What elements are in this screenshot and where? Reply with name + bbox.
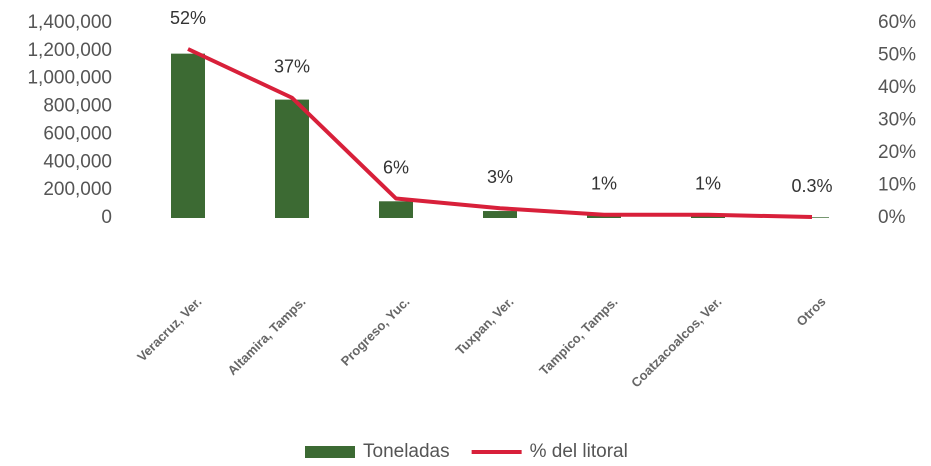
y2-tick-label: 50% bbox=[878, 45, 916, 66]
x-tick-label: Progreso, Yuc. bbox=[338, 294, 413, 369]
y-tick-label: 400,000 bbox=[43, 151, 112, 172]
y2-tick-label: 60% bbox=[878, 12, 916, 33]
y-tick-label: 1,400,000 bbox=[27, 12, 112, 33]
y-tick-label: 600,000 bbox=[43, 123, 112, 144]
data-label: 6% bbox=[383, 157, 409, 177]
data-label: 0.3% bbox=[791, 176, 832, 196]
y2-tick-label: 30% bbox=[878, 110, 916, 131]
x-tick-label: Veracruz, Ver. bbox=[134, 294, 204, 364]
bar bbox=[483, 211, 517, 218]
data-label: 3% bbox=[487, 167, 513, 187]
x-tick-label: Altamira, Tamps. bbox=[225, 294, 309, 378]
y-tick-label: 0 bbox=[101, 207, 112, 228]
y2-tick-label: 10% bbox=[878, 175, 916, 196]
bar bbox=[795, 217, 829, 218]
bar bbox=[275, 99, 309, 218]
x-tick-label: Otros bbox=[793, 294, 828, 329]
legend-label: Toneladas bbox=[363, 441, 450, 462]
y2-tick-label: 40% bbox=[878, 77, 916, 98]
y-tick-label: 800,000 bbox=[43, 96, 112, 117]
y-tick-label: 1,200,000 bbox=[27, 40, 112, 61]
data-label: 1% bbox=[591, 174, 617, 194]
y2-tick-label: 20% bbox=[878, 142, 916, 163]
data-label: 37% bbox=[274, 57, 310, 77]
line bbox=[187, 47, 813, 220]
bar bbox=[171, 53, 205, 219]
x-tick-label: Tuxpan, Ver. bbox=[452, 294, 516, 358]
y2-tick-label: 0% bbox=[878, 207, 906, 228]
bar bbox=[379, 201, 413, 218]
y-tick-label: 200,000 bbox=[43, 179, 112, 200]
data-label: 52% bbox=[170, 8, 206, 28]
data-label: 1% bbox=[695, 174, 721, 194]
x-tick-label: Coatzacoalcos, Ver. bbox=[628, 294, 724, 390]
legend-swatch bbox=[305, 446, 355, 458]
x-tick-label: Tampico, Tamps. bbox=[536, 294, 620, 378]
y-tick-label: 1,000,000 bbox=[27, 68, 112, 89]
legend-label: % del litoral bbox=[530, 441, 628, 462]
